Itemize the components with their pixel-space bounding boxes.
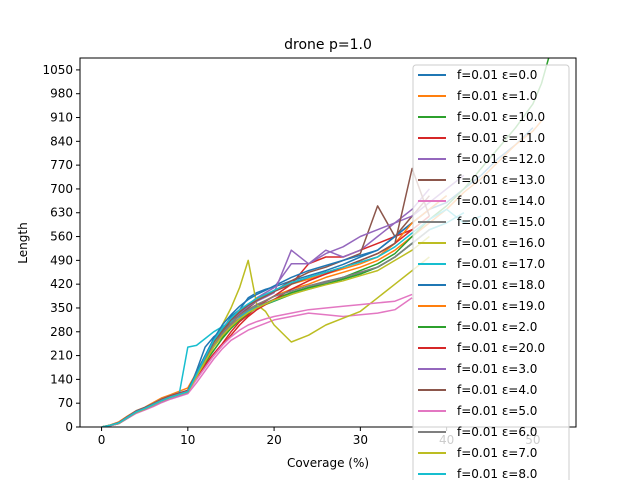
legend: f=0.01 ε=0.0 f=0.01 ε=1.0 f=0.01 ε=10.0 f=0…: [412, 64, 570, 480]
y-tick-label: 350: [50, 301, 73, 315]
legend-label: f=0.01 ε=0.0: [457, 68, 537, 82]
y-tick-label: 980: [50, 87, 73, 101]
y-axis: 0 70 140 210 280 350 420 490 560 630 700 770 840 910 9…: [42, 63, 80, 434]
y-axis-title: Length: [16, 222, 30, 263]
series-layer: [101, 58, 550, 427]
y-tick-label: 910: [50, 111, 73, 125]
legend-label: f=0.01 ε=20.0: [457, 341, 545, 355]
x-tick-label: 20: [266, 433, 281, 447]
y-tick-label: 420: [50, 277, 73, 291]
y-tick-label: 490: [50, 253, 73, 267]
legend-label: f=0.01 ε=14.0: [457, 194, 545, 208]
y-tick-label: 280: [50, 325, 73, 339]
legend-label: f=0.01 ε=1.0: [457, 89, 537, 103]
legend-label: f=0.01 ε=10.0: [457, 110, 545, 124]
y-tick-label: 140: [50, 372, 73, 386]
y-tick-label: 560: [50, 230, 73, 244]
chart-title: drone p=1.0: [284, 37, 372, 53]
y-tick-label: 0: [65, 420, 73, 434]
plot-area-frame: [79, 57, 577, 428]
legend-label: f=0.01 ε=5.0: [457, 404, 537, 418]
y-tick-label: 840: [50, 134, 73, 148]
legend-label: f=0.01 ε=6.0: [457, 425, 537, 439]
x-axis-title: Coverage (%): [287, 456, 369, 470]
legend-label: f=0.01 ε=15.0: [457, 215, 545, 229]
y-tick-label: 770: [50, 158, 73, 172]
y-tick-label: 630: [50, 206, 73, 220]
legend-label: f=0.01 ε=12.0: [457, 152, 545, 166]
legend-label: f=0.01 ε=8.0: [457, 467, 537, 480]
y-tick-label: 70: [58, 396, 73, 410]
x-tick-label: 30: [353, 433, 368, 447]
legend-label: f=0.01 ε=4.0: [457, 383, 537, 397]
legend-label: f=0.01 ε=11.0: [457, 131, 545, 145]
legend-label: f=0.01 ε=2.0: [457, 320, 537, 334]
y-tick-label: 210: [50, 349, 73, 363]
legend-label: f=0.01 ε=3.0: [457, 362, 537, 376]
legend-label: f=0.01 ε=19.0: [457, 299, 545, 313]
legend-label: f=0.01 ε=17.0: [457, 257, 545, 271]
y-tick-label: 1050: [42, 63, 73, 77]
y-tick-label: 700: [50, 182, 73, 196]
x-tick-label: 10: [180, 433, 195, 447]
legend-label: f=0.01 ε=18.0: [457, 278, 545, 292]
legend-box: [412, 64, 570, 480]
legend-label: f=0.01 ε=13.0: [457, 173, 545, 187]
legend-label: f=0.01 ε=7.0: [457, 446, 537, 460]
legend-label: f=0.01 ε=16.0: [457, 236, 545, 250]
x-tick-label: 0: [98, 433, 106, 447]
series-line-19: [101, 208, 482, 427]
